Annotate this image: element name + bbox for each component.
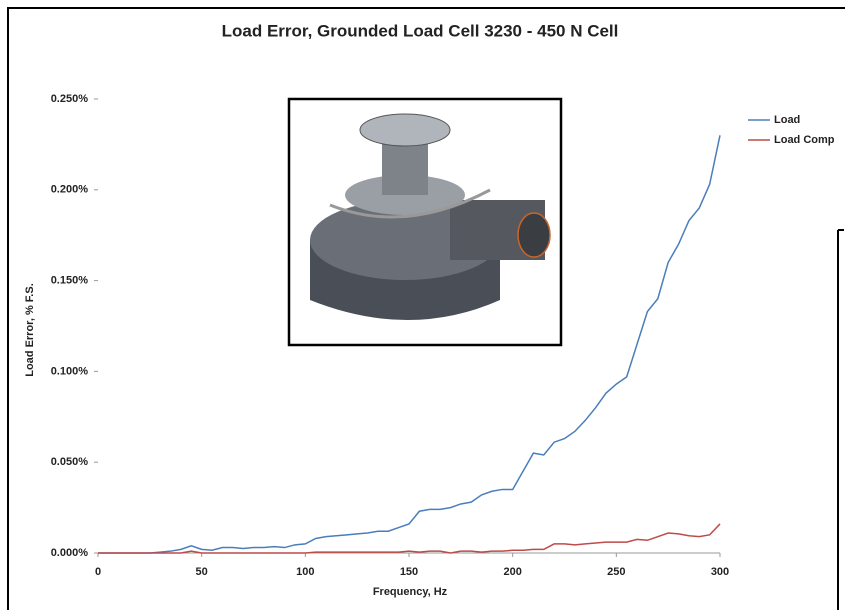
y-tick-label: 0.050% xyxy=(51,456,89,468)
y-tick-label: 0.000% xyxy=(51,547,89,559)
x-tick-label: 0 xyxy=(95,566,101,578)
x-tick-label: 250 xyxy=(607,566,625,578)
y-tick-label: 0.150% xyxy=(51,275,89,287)
chart: Load Error, Grounded Load Cell 3230 - 45… xyxy=(0,0,845,610)
x-axis-label: Frequency, Hz xyxy=(373,586,448,598)
x-tick-label: 100 xyxy=(296,566,314,578)
y-tick-label: 0.250% xyxy=(51,93,89,105)
legend-label: Load Comp xyxy=(774,134,835,146)
y-axis-label: Load Error, % F.S. xyxy=(24,283,36,377)
chart-title: Load Error, Grounded Load Cell 3230 - 45… xyxy=(222,21,619,40)
x-tick-label: 150 xyxy=(400,566,418,578)
legend-label: Load xyxy=(774,114,800,126)
x-tick-label: 200 xyxy=(503,566,521,578)
x-tick-label: 300 xyxy=(711,566,729,578)
x-tick-label: 50 xyxy=(196,566,208,578)
line-series xyxy=(98,524,720,553)
y-tick-label: 0.200% xyxy=(51,184,89,196)
y-tick-label: 0.100% xyxy=(51,365,89,377)
inset-image xyxy=(289,99,561,345)
